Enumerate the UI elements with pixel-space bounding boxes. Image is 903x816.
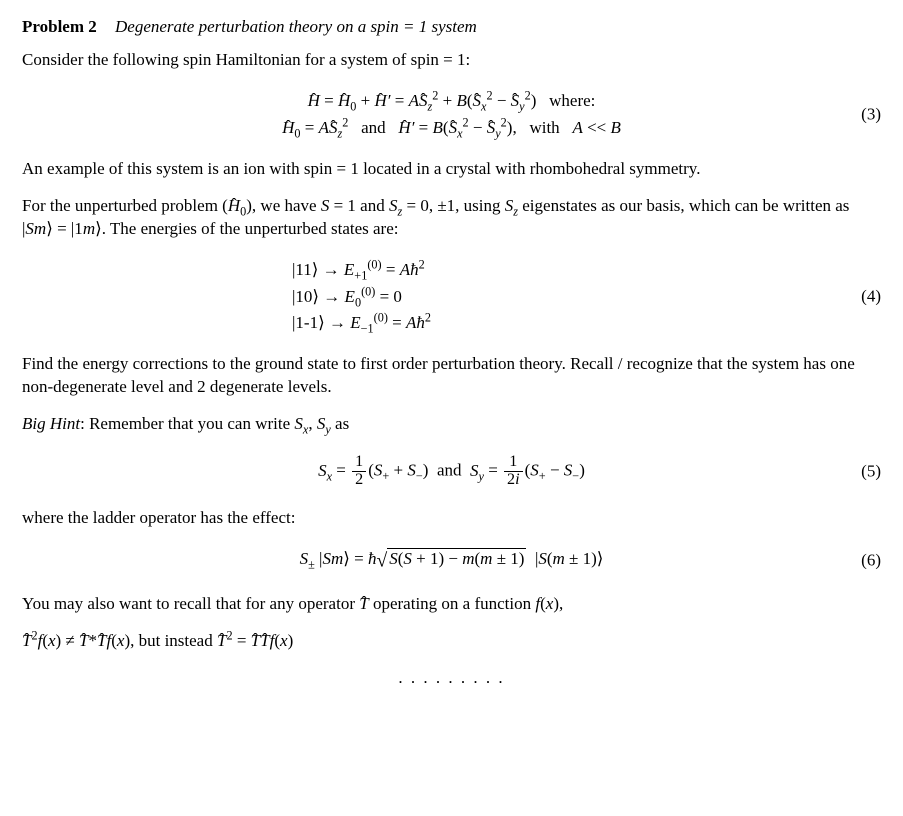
eq5-line1: Sx = 12(S+ + S−) and Sy = 12i(S+ − S−) [22,454,881,489]
unperturbed-paragraph: For the unperturbed problem (H0), we hav… [22,195,881,241]
equation-6: S± |Sm⟩ = ħ√S(S + 1) − m(m ± 1) |S(m ± 1… [22,548,881,575]
ladder-paragraph: where the ladder operator has the effect… [22,507,881,530]
hint-label: Big Hint [22,414,80,433]
equation-4: |11⟩ → E+1(0) = Aħ2 |10⟩ → E0(0) = 0 |1-… [22,259,881,336]
eq4-line1: |11⟩ → E+1(0) = Aħ2 [292,259,881,282]
eq6-line1: S± |Sm⟩ = ħ√S(S + 1) − m(m ± 1) |S(m ± 1… [22,548,881,575]
equation-5: Sx = 12(S+ + S−) and Sy = 12i(S+ − S−) (… [22,454,881,489]
equation-3: H = H0 + H′ = ASz2 + B(Sx2 − Sy2) where:… [22,90,881,140]
eq4-line3: |1-1⟩ → E−1(0) = Aħ2 [292,312,881,335]
problem-label: Problem 2 [22,17,97,36]
eq3-number: (3) [861,103,881,126]
problem-title: Problem 2 Degenerate perturbation theory… [22,16,881,39]
hint-text: : Remember that you can write Sx, Sy as [80,414,349,433]
eq4-number: (4) [861,286,881,309]
example-paragraph: An example of this system is an ion with… [22,158,881,181]
task-paragraph: Find the energy corrections to the groun… [22,353,881,399]
eq3-line2: H0 = ASz2 and H′ = B(Sx2 − Sy2), with A … [22,117,881,140]
operator-note: T2f(x) ≠ T*Tf(x), but instead T2 = TTf(x… [22,630,881,653]
eq4-line2: |10⟩ → E0(0) = 0 [292,286,881,309]
eq3-line1: H = H0 + H′ = ASz2 + B(Sx2 − Sy2) where: [22,90,881,113]
ellipsis-dots: . . . . . . . . . [22,667,881,690]
hint-paragraph: Big Hint: Remember that you can write Sx… [22,413,881,436]
intro-paragraph: Consider the following spin Hamiltonian … [22,49,881,72]
recall-paragraph: You may also want to recall that for any… [22,593,881,616]
problem-subtitle: Degenerate perturbation theory on a spin… [115,17,477,36]
eq5-number: (5) [861,460,881,483]
eq6-number: (6) [861,550,881,573]
